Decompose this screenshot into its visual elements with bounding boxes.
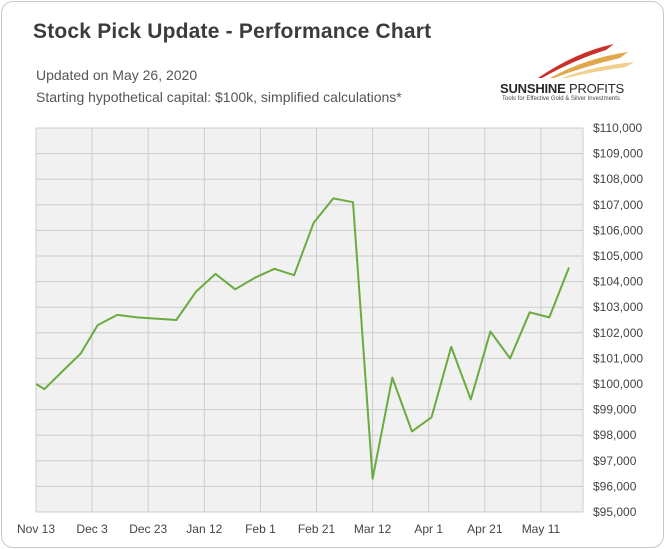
y-tick-label: $106,000 (593, 223, 643, 237)
y-tick-label: $109,000 (593, 147, 643, 161)
y-tick-label: $104,000 (593, 275, 643, 289)
x-tick-label: Apr 1 (414, 522, 443, 536)
y-tick-label: $99,000 (593, 403, 637, 417)
swoosh-icon (538, 44, 634, 78)
x-tick-label: Jan 12 (186, 522, 222, 536)
x-tick-label: Feb 1 (245, 522, 276, 536)
y-tick-label: $110,000 (593, 121, 642, 135)
page-title: Stock Pick Update - Performance Chart (33, 20, 432, 43)
y-tick-label: $101,000 (593, 351, 643, 365)
y-tick-label: $102,000 (593, 326, 643, 340)
y-tick-label: $98,000 (593, 428, 637, 442)
y-tick-label: $96,000 (593, 479, 637, 493)
x-tick-label: Feb 21 (298, 522, 336, 536)
x-tick-label: Apr 21 (467, 522, 503, 536)
y-axis-ticks: $95,000 $96,000 $97,000 $98,000 $99,000 $100,… (593, 121, 643, 519)
y-tick-label: $95,000 (593, 505, 637, 519)
x-tick-label: Dec 3 (76, 522, 108, 536)
y-tick-label: $103,000 (593, 300, 643, 314)
y-tick-label: $100,000 (593, 377, 643, 391)
series-line (35, 197, 570, 480)
y-tick-label: $107,000 (593, 198, 643, 212)
x-tick-label: Nov 13 (17, 522, 55, 536)
logo-tagline: Tools for Effective Gold & Silver Invest… (502, 96, 620, 102)
sunshine-profits-logo: SUNSHINE PROFITS Tools for Effective Gol… (496, 38, 646, 106)
logo-wordmark: SUNSHINE PROFITS (500, 81, 624, 96)
y-tick-label: $108,000 (593, 172, 643, 186)
plot-area (36, 128, 583, 512)
subtitle-updated: Updated on May 26, 2020 (36, 67, 198, 83)
y-tick-label: $105,000 (593, 249, 643, 263)
x-tick-label: Mar 12 (354, 522, 392, 536)
subtitle-capital: Starting hypothetical capital: $100k, si… (36, 89, 402, 105)
y-tick-label: $97,000 (593, 454, 637, 468)
gridlines (35, 127, 584, 513)
x-tick-label: May 11 (522, 522, 561, 536)
x-axis-ticks: Nov 13 Dec 3 Dec 23 Jan 12 Feb 1 Feb 21 Mar 12… (17, 522, 560, 536)
x-tick-label: Dec 23 (129, 522, 167, 536)
